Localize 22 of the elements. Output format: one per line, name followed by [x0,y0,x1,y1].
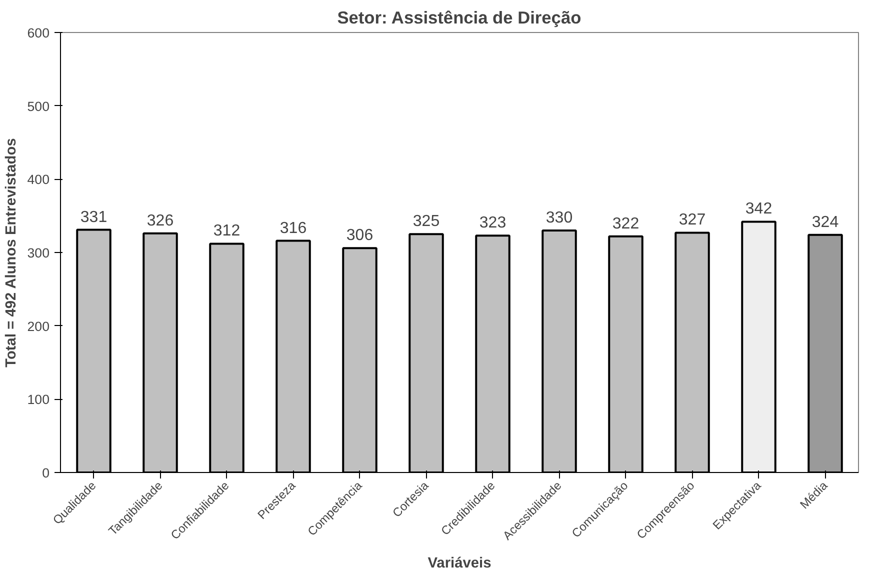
data-label: 312 [213,222,240,240]
y-tick-label: 0 [42,466,50,480]
data-label: 330 [546,210,573,226]
y-axis-title: Total = 492 Alunos Entrevistados [3,138,20,368]
y-tick-label: 600 [27,26,50,40]
data-label: 331 [80,208,108,226]
y-tick-label: 400 [27,172,50,188]
data-label: 306 [346,227,374,244]
data-label: 323 [479,214,506,232]
y-tick-label: 300 [27,246,50,260]
data-label: 327 [678,212,706,229]
x-axis-title: Variáveis [428,556,492,572]
data-label: 324 [812,214,839,231]
data-label: 342 [745,200,772,218]
y-tick-label: 200 [27,318,50,334]
data-label: 322 [612,215,640,232]
data-label: 316 [280,220,307,237]
y-tick-label: 100 [27,392,50,408]
data-label: 325 [412,213,440,230]
y-tick-label: 500 [27,98,50,114]
chart-title: Setor: Assistência de Direção [337,8,582,28]
data-label: 326 [146,212,174,230]
